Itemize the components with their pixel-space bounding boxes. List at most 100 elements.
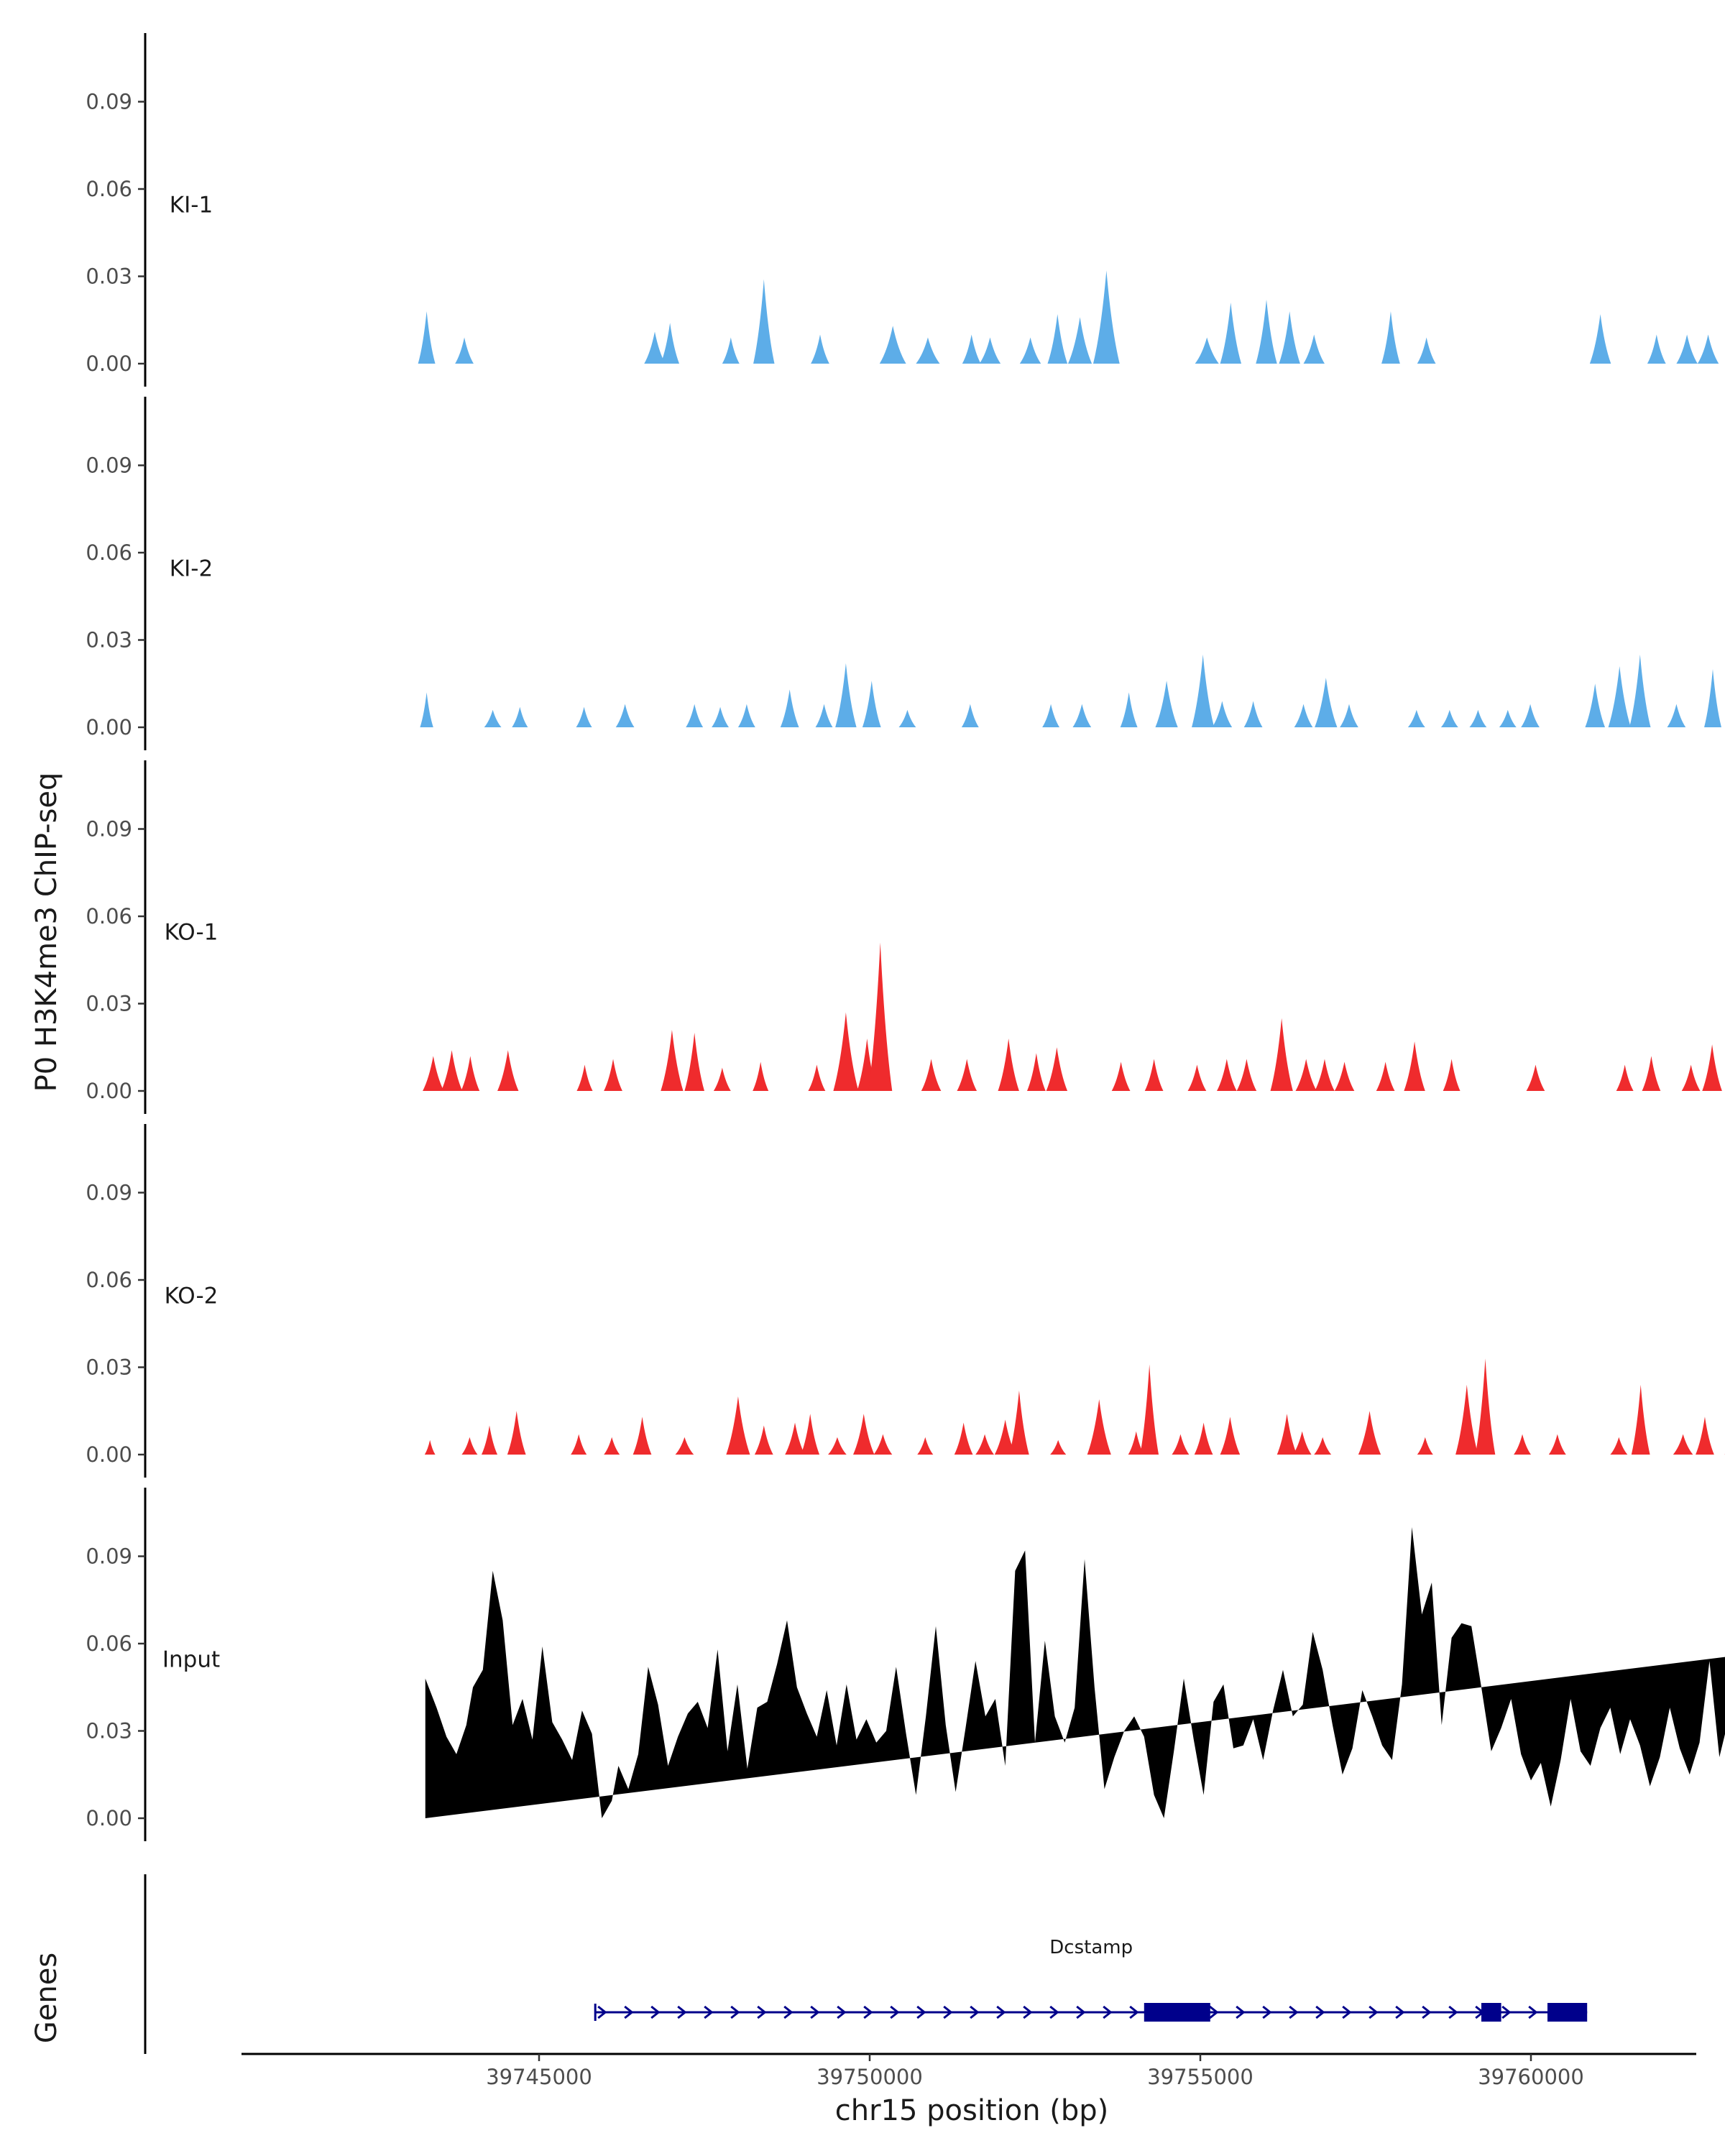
signal-peak: [684, 1033, 704, 1091]
signal-peak: [1072, 704, 1092, 727]
track-panel-input: 0.00 0.03 0.06 0.09 Input: [86, 1488, 1725, 1841]
signal-peak: [879, 326, 906, 364]
signal-peak: [1608, 665, 1631, 727]
signal-peak: [961, 704, 979, 727]
y-tick-label: 0.00: [86, 1442, 132, 1467]
signal-peak: [712, 706, 730, 727]
signal-peak: [1047, 314, 1068, 364]
signal-peak: [1243, 701, 1263, 727]
signal-peak: [1315, 1059, 1335, 1091]
signal-peak: [1026, 1053, 1046, 1091]
signal-peak: [1475, 1358, 1496, 1455]
signal-peak: [917, 1437, 934, 1455]
signal-peak: [1009, 1390, 1029, 1455]
signal-peak: [1192, 654, 1215, 727]
signal-peak: [1042, 704, 1060, 727]
signal-peak: [868, 942, 893, 1091]
signal-peak: [1610, 1437, 1628, 1455]
signal-peak: [481, 1425, 498, 1455]
signal-peak: [1521, 704, 1540, 727]
signal-peak: [753, 279, 775, 364]
y-tick-label: 0.06: [86, 1268, 132, 1292]
signal-peak: [615, 704, 635, 727]
signal-peak: [1676, 334, 1698, 364]
signal-peak: [1172, 1434, 1190, 1455]
gene-track-title: Genes: [30, 1953, 63, 2043]
signal-peak: [957, 1059, 978, 1091]
signal-peak: [1303, 334, 1325, 364]
signal-peak: [1381, 311, 1400, 364]
strand-arrow: [1076, 2005, 1086, 2019]
signal-peak: [1704, 669, 1721, 727]
strand-arrow: [1368, 2005, 1379, 2019]
strand-arrow: [1422, 2005, 1432, 2019]
signal-peak: [1292, 1431, 1312, 1455]
track-label: KI-2: [170, 556, 213, 581]
signal-peak: [994, 1419, 1016, 1455]
signal-peak: [1194, 1422, 1213, 1455]
signal-peak: [1195, 337, 1219, 364]
strand-arrow: [677, 2005, 687, 2019]
signal-peak: [785, 1422, 805, 1455]
gene-exon: [1144, 2003, 1210, 2022]
signal-peak: [1144, 1059, 1164, 1091]
signal-peak: [1404, 1041, 1425, 1091]
strand-arrow: [1315, 2005, 1325, 2019]
signal-peak: [801, 1414, 820, 1455]
signal-peak: [1667, 704, 1686, 727]
signal-peak: [576, 706, 592, 727]
signal-peak: [1092, 270, 1120, 364]
signal-peak: [713, 1067, 731, 1091]
signal-peak: [962, 334, 981, 364]
y-tick-label: 0.06: [86, 177, 132, 201]
track-panel-ko-1: 0.00 0.03 0.06 0.09 KO-1: [86, 760, 1722, 1114]
signal-peak: [507, 1411, 526, 1455]
signal-peak: [1616, 1064, 1634, 1091]
signal-peak: [571, 1434, 587, 1455]
signal-peak: [833, 1012, 859, 1091]
signal-peak: [455, 337, 474, 364]
y-tick-label: 0.06: [86, 1631, 132, 1656]
signal-peak: [737, 704, 755, 727]
strand-arrow: [757, 2005, 767, 2019]
signal-peak: [998, 1038, 1019, 1091]
y-tick-label: 0.03: [86, 1355, 132, 1380]
signal-peak: [418, 311, 436, 364]
signal-peak: [862, 681, 881, 727]
signal-peak: [461, 1056, 480, 1091]
gene-track: 39745000 39750000 39755000 39760000 Dcstamp: [144, 1874, 1696, 2089]
strand-arrow: [1236, 2005, 1246, 2019]
signal-peak: [632, 1416, 652, 1455]
signal-peak: [1443, 1059, 1460, 1091]
y-tick-label: 0.03: [86, 628, 132, 653]
signal-peak: [726, 1396, 750, 1455]
strand-arrow: [943, 2005, 953, 2019]
signal-peak: [661, 1029, 684, 1091]
signal-peak: [754, 1425, 773, 1455]
y-tick-label: 0.09: [86, 1544, 132, 1569]
strand-arrow: [1501, 2005, 1512, 2019]
strand-arrow: [1528, 2005, 1538, 2019]
signal-peak: [1068, 317, 1092, 364]
signal-peak: [497, 1050, 519, 1091]
signal-peak: [1589, 314, 1611, 364]
signal-peak: [1647, 334, 1666, 364]
signal-tracks: 0.00 0.03 0.06 0.09 KI-1 0.00 0.03 0.06 0.09 KI-2…: [86, 33, 1725, 1841]
signal-peak: [1455, 1384, 1478, 1455]
signal-peak: [1681, 1064, 1701, 1091]
strand-arrow: [970, 2005, 980, 2019]
y-tick-label: 0.09: [86, 817, 132, 842]
y-tick-label: 0.00: [86, 715, 132, 740]
strand-arrow: [1049, 2005, 1059, 2019]
signal-peak: [753, 1061, 769, 1091]
signal-peak: [1697, 334, 1719, 364]
strand-arrow: [704, 2005, 714, 2019]
signal-peak: [835, 663, 857, 727]
signal-peak: [1440, 709, 1458, 727]
signal-peak: [1642, 1056, 1661, 1091]
track-panel-ki-1: 0.00 0.03 0.06 0.09 KI-1: [86, 33, 1719, 387]
strand-arrow: [783, 2005, 794, 2019]
strand-arrow: [810, 2005, 820, 2019]
signal-peak: [1046, 1047, 1068, 1091]
